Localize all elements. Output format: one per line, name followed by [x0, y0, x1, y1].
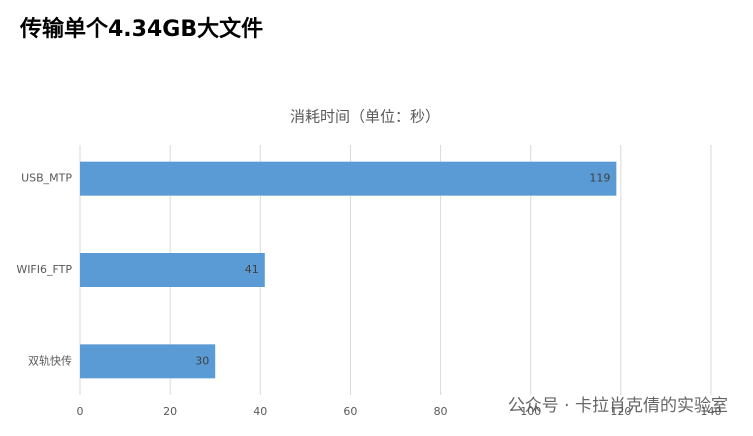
- y-tick-label: WIFI6_FTP: [16, 263, 72, 276]
- x-tick-label: 0: [77, 405, 84, 418]
- chart-subtitle: 消耗时间（单位：秒）: [290, 108, 440, 126]
- data-label: 30: [195, 354, 209, 367]
- x-tick-label: 120: [610, 405, 631, 418]
- x-tick-label: 140: [701, 405, 722, 418]
- chart-title: 传输单个4.34GB大文件: [19, 16, 263, 42]
- y-tick-label: 双轨快传: [28, 353, 72, 367]
- y-tick-label: USB_MTP: [21, 172, 72, 185]
- bar: [80, 253, 265, 287]
- bar: [80, 344, 216, 379]
- data-label: 41: [245, 263, 259, 276]
- x-tick-label: 20: [163, 405, 177, 418]
- x-tick-label: 80: [434, 405, 448, 418]
- plot-area: 0 20 40 60 80 100 120 140 USB_MTP 119 WIFI6_FTP 41 双…: [16, 145, 722, 418]
- watermark: 公众号 · 卡拉肖克倩的实验室: [508, 396, 728, 416]
- x-tick-label: 40: [253, 405, 267, 418]
- x-tick-label: 60: [343, 405, 357, 418]
- x-tick-label: 100: [520, 405, 541, 418]
- bar: [80, 161, 617, 196]
- data-label: 119: [589, 172, 610, 185]
